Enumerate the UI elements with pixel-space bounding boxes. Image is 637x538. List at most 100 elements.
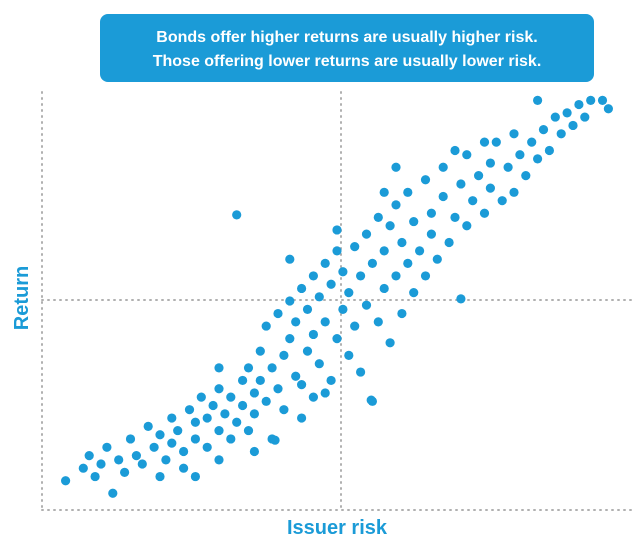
point — [415, 246, 425, 256]
point — [291, 317, 301, 327]
point — [391, 162, 401, 172]
point — [550, 112, 560, 122]
point — [373, 317, 383, 327]
point — [568, 120, 578, 131]
point — [527, 137, 537, 147]
point — [61, 476, 71, 486]
point — [270, 435, 280, 445]
point — [131, 451, 141, 461]
point — [379, 187, 389, 197]
point — [538, 125, 549, 135]
point — [179, 446, 189, 457]
point — [255, 346, 265, 356]
point — [479, 137, 490, 147]
point — [90, 471, 100, 482]
point — [379, 246, 389, 256]
point — [243, 425, 254, 436]
point — [338, 304, 348, 314]
point — [367, 258, 377, 268]
point — [485, 158, 495, 168]
point — [267, 363, 277, 373]
point — [96, 459, 106, 469]
point — [208, 400, 218, 411]
point — [332, 246, 342, 256]
point — [450, 212, 460, 222]
point — [391, 271, 401, 281]
point — [426, 208, 436, 218]
point — [361, 300, 372, 310]
point — [214, 363, 224, 373]
point — [220, 409, 230, 419]
point — [556, 129, 566, 139]
point — [438, 191, 448, 202]
point — [285, 296, 295, 306]
point — [320, 258, 330, 268]
point — [155, 471, 165, 482]
point — [149, 442, 159, 452]
point — [586, 95, 596, 105]
point — [297, 413, 307, 423]
point — [308, 392, 318, 402]
point — [332, 225, 342, 235]
point — [137, 459, 147, 469]
point — [297, 380, 307, 390]
point — [196, 392, 206, 402]
point — [243, 363, 254, 373]
point — [409, 216, 419, 227]
point — [344, 288, 354, 298]
point — [515, 150, 525, 160]
point — [409, 288, 419, 298]
point — [420, 271, 431, 281]
point — [385, 338, 395, 348]
point — [597, 95, 608, 105]
point — [491, 137, 501, 147]
point — [202, 413, 212, 423]
point — [432, 254, 442, 264]
point — [184, 405, 195, 415]
y-axis-label: Return — [11, 266, 33, 330]
point — [78, 463, 88, 473]
point — [462, 221, 472, 231]
point — [308, 329, 318, 340]
point — [356, 367, 366, 377]
point — [249, 446, 259, 457]
point — [84, 451, 94, 461]
point — [232, 417, 242, 427]
point — [261, 396, 271, 406]
point — [485, 183, 495, 193]
point — [173, 425, 183, 436]
point — [214, 384, 224, 394]
point — [373, 212, 383, 222]
point — [562, 108, 572, 118]
point — [533, 95, 543, 105]
point — [420, 175, 431, 185]
point — [479, 208, 490, 218]
point — [385, 221, 395, 231]
point — [155, 430, 165, 440]
point — [108, 488, 118, 498]
point — [308, 271, 318, 281]
point — [356, 271, 366, 281]
point — [397, 237, 407, 248]
point — [261, 321, 271, 331]
annotation-box — [100, 14, 594, 82]
point — [302, 304, 313, 314]
point — [273, 308, 283, 319]
point — [314, 292, 324, 302]
point — [509, 187, 519, 197]
point — [214, 425, 224, 436]
point — [190, 434, 200, 444]
point — [238, 400, 248, 411]
point — [426, 229, 436, 239]
point — [391, 200, 401, 210]
point — [120, 467, 130, 477]
point — [167, 413, 177, 423]
point — [190, 417, 200, 427]
point — [533, 154, 543, 164]
annotation-line: Bonds offer higher returns are usually h… — [156, 29, 537, 46]
point — [255, 375, 265, 386]
point — [366, 395, 376, 405]
point — [450, 145, 460, 156]
point — [397, 308, 407, 319]
